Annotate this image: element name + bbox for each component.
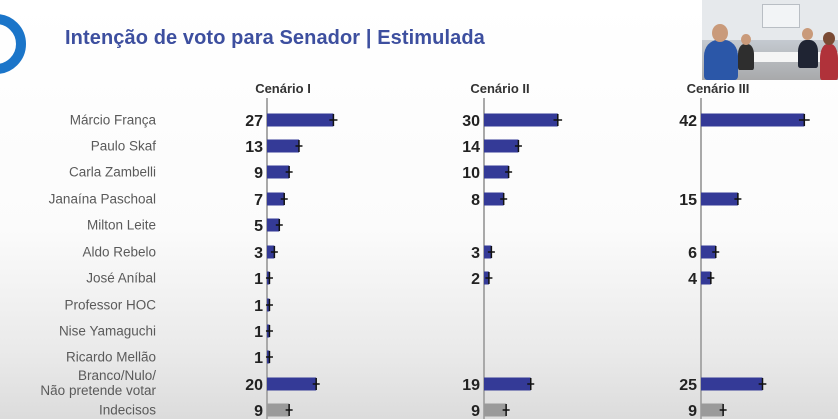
data-label: 1 [254, 350, 263, 367]
bar [267, 377, 317, 391]
data-label: 7 [254, 192, 263, 209]
category-label: Márcio França [70, 113, 157, 128]
person-shape [704, 40, 738, 80]
category-label: Professor HOC [64, 298, 156, 313]
data-label: 8 [471, 192, 480, 209]
data-label: 25 [679, 377, 697, 394]
category-label: Paulo Skaf [91, 139, 157, 154]
person-shape [798, 40, 818, 68]
person-head [802, 28, 813, 40]
bar [484, 192, 504, 206]
data-label: 27 [245, 113, 263, 130]
category-label: Milton Leite [87, 218, 156, 233]
bar [267, 113, 334, 127]
bar [267, 192, 285, 206]
data-label: 15 [679, 192, 697, 209]
bar [701, 113, 805, 127]
data-label: 2 [471, 271, 480, 288]
data-label: 14 [462, 139, 480, 156]
category-label: Aldo Rebelo [82, 245, 156, 260]
bar [701, 403, 724, 417]
bar [701, 377, 763, 391]
bar [484, 377, 531, 391]
chart-title: Intenção de voto para Senador | Estimula… [65, 27, 485, 49]
category-label: Ricardo Mellão [66, 350, 156, 365]
bar [701, 192, 738, 206]
category-label: Janaína Paschoal [49, 192, 156, 207]
bar [484, 245, 492, 259]
category-label: Indecisos [99, 403, 156, 418]
data-label: 9 [471, 403, 480, 419]
data-label: 1 [254, 271, 263, 288]
category-label: Branco/Nulo/Não pretende votar [40, 368, 156, 398]
bar [267, 139, 299, 153]
bar [484, 165, 509, 179]
bar [484, 113, 558, 127]
series-header: Cenário III [687, 81, 750, 96]
category-label: José Aníbal [86, 271, 156, 286]
data-label: 1 [254, 298, 263, 315]
bar [701, 271, 711, 285]
bar [484, 403, 507, 417]
data-label: 1 [254, 324, 263, 341]
series-header: Cenário II [470, 81, 529, 96]
data-label: 5 [254, 218, 263, 235]
bar [267, 245, 275, 259]
person-shape [820, 44, 838, 80]
person-head [712, 24, 728, 42]
data-label: 9 [688, 403, 697, 419]
bar [267, 403, 290, 417]
video-thumbnail[interactable] [702, 0, 838, 80]
data-label: 9 [254, 165, 263, 182]
person-head [741, 34, 751, 45]
bar [701, 245, 716, 259]
data-label: 30 [462, 113, 480, 130]
data-label: 19 [462, 377, 480, 394]
bar [484, 139, 519, 153]
data-label: 3 [254, 245, 263, 262]
data-label: 13 [245, 139, 263, 156]
data-label: 6 [688, 245, 697, 262]
bar [267, 165, 290, 179]
data-label: 10 [462, 165, 480, 182]
video-table [732, 52, 838, 62]
video-screen [762, 4, 800, 28]
category-label: Nise Yamaguchi [59, 324, 156, 339]
category-label: Carla Zambelli [69, 165, 156, 180]
data-label: 42 [679, 113, 697, 130]
data-label: 9 [254, 403, 263, 419]
data-label: 3 [471, 245, 480, 262]
data-label: 4 [688, 271, 697, 288]
person-shape [738, 44, 754, 70]
data-label: 20 [245, 377, 263, 394]
series-header: Cenário I [255, 81, 311, 96]
bar [267, 218, 280, 232]
person-head [823, 32, 835, 45]
